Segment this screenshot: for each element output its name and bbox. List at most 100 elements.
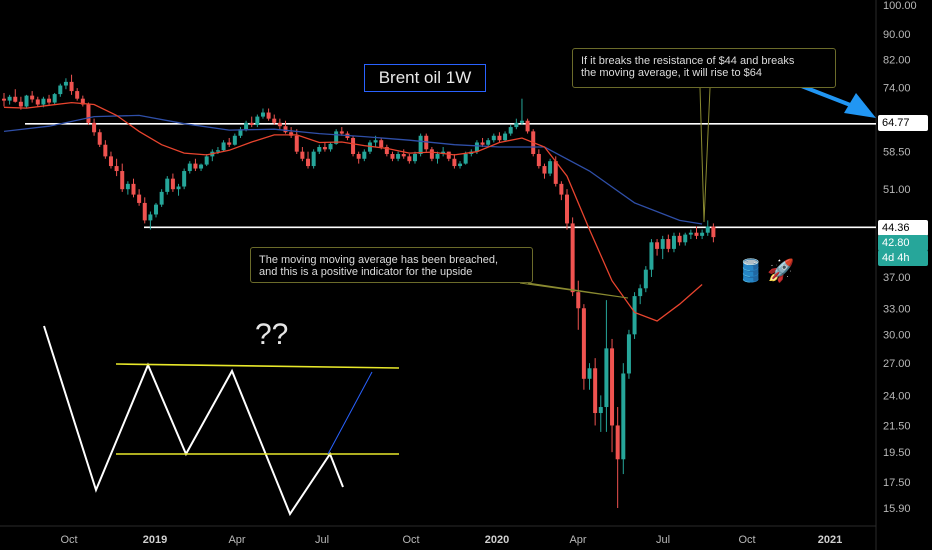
candle-body	[199, 164, 204, 169]
target-arrow-head	[844, 93, 876, 118]
candle-body	[474, 142, 479, 152]
time-tick-label: 2020	[485, 534, 509, 546]
candle-body	[80, 98, 85, 105]
candle-body	[86, 104, 91, 123]
candle-body	[137, 194, 142, 203]
candle-body	[41, 98, 46, 105]
candle-body	[548, 161, 553, 174]
candle-body	[244, 122, 249, 130]
time-tick-label: Apr	[569, 534, 586, 546]
candle-body	[69, 81, 74, 92]
candle-body	[114, 166, 119, 172]
candle-body	[328, 143, 333, 150]
candle-body	[446, 151, 451, 159]
oil-barrel-icon: 🛢️	[737, 258, 765, 283]
candle-body	[384, 147, 389, 155]
candle-body	[294, 135, 299, 152]
candle-body	[13, 96, 18, 102]
price-badge-resistance-lower: 44.36	[878, 220, 928, 236]
candle-body	[339, 131, 344, 134]
candle-body	[497, 135, 502, 141]
candle-body	[306, 158, 311, 167]
candle-body	[221, 142, 226, 151]
candle-body	[587, 368, 592, 379]
price-tick-label: 82.00	[883, 54, 911, 66]
time-tick-label: Oct	[402, 534, 419, 546]
candle-body	[711, 226, 716, 238]
candle-body	[24, 95, 29, 107]
candle-body	[598, 407, 603, 414]
candle-body	[508, 127, 513, 134]
moving-average-fast-line	[3, 101, 703, 322]
candle-body	[300, 151, 305, 159]
candle-body	[193, 163, 198, 169]
candle-body	[401, 154, 406, 157]
resistance-annotation-line2: the moving average, it will rise to $64	[581, 67, 762, 79]
candle-body	[131, 183, 136, 195]
candle-body	[142, 202, 147, 221]
price-badge-last: 42.80	[878, 235, 928, 251]
price-tick-label: 74.00	[883, 82, 911, 94]
candle-body	[480, 142, 485, 145]
price-tick-label: 19.50	[883, 447, 911, 459]
candle-body	[525, 120, 530, 132]
candle-body	[170, 178, 175, 190]
candle-body	[514, 122, 519, 128]
question-marks: ??	[255, 318, 289, 351]
price-badge-countdown: 4d 4h	[878, 250, 928, 266]
candle-body	[671, 235, 676, 249]
candle-body	[705, 226, 710, 233]
candle-body	[407, 156, 412, 162]
price-badge-resistance-upper: 64.77	[878, 115, 928, 131]
candle-body	[283, 126, 288, 133]
candle-body	[227, 142, 232, 145]
price-tick-label: 21.50	[883, 420, 911, 432]
time-tick-label: Apr	[228, 534, 245, 546]
candle-body	[317, 147, 322, 152]
time-tick-label: 2021	[818, 534, 842, 546]
candle-body	[92, 122, 97, 133]
candle-body	[108, 156, 113, 167]
time-tick-label: Oct	[738, 534, 755, 546]
candle-body	[610, 348, 615, 426]
candle-body	[176, 186, 181, 190]
candle-body	[75, 91, 80, 99]
price-tick-label: 24.00	[883, 390, 911, 402]
candle-body	[570, 223, 575, 293]
candle-body	[154, 204, 159, 215]
time-tick-label: 2019	[143, 534, 167, 546]
candle-body	[7, 96, 12, 101]
candle-body	[272, 118, 277, 123]
rocket-icon: 🚀	[767, 258, 795, 283]
candle-body	[677, 235, 682, 243]
candle-body	[35, 99, 40, 105]
time-tick-label: Jul	[656, 534, 670, 546]
candle-body	[666, 239, 671, 249]
candle-body	[503, 133, 508, 141]
price-tick-label: 90.00	[883, 29, 911, 41]
candle-body	[429, 149, 434, 159]
candle-body	[52, 94, 57, 103]
pattern-breakout-line	[327, 371, 373, 455]
moving-average-callout-pointer	[519, 282, 629, 299]
candle-body	[593, 368, 598, 414]
candle-body	[638, 288, 643, 297]
candle-body	[559, 183, 564, 195]
candle-body	[165, 178, 170, 192]
time-tick-label: Jul	[315, 534, 329, 546]
candle-body	[621, 373, 626, 460]
price-tick-label: 15.90	[883, 503, 911, 515]
candle-body	[238, 129, 243, 136]
price-tick-label: 51.00	[883, 184, 911, 196]
candle-body	[249, 122, 254, 125]
candle-body	[536, 154, 541, 167]
resistance-callout-pointer	[699, 87, 711, 223]
candle-body	[683, 234, 688, 243]
candle-body	[379, 140, 384, 148]
candle-body	[435, 154, 440, 159]
price-tick-label: 30.00	[883, 329, 911, 341]
candle-body	[458, 163, 463, 167]
candle-body	[362, 151, 367, 159]
candle-body	[351, 137, 356, 155]
